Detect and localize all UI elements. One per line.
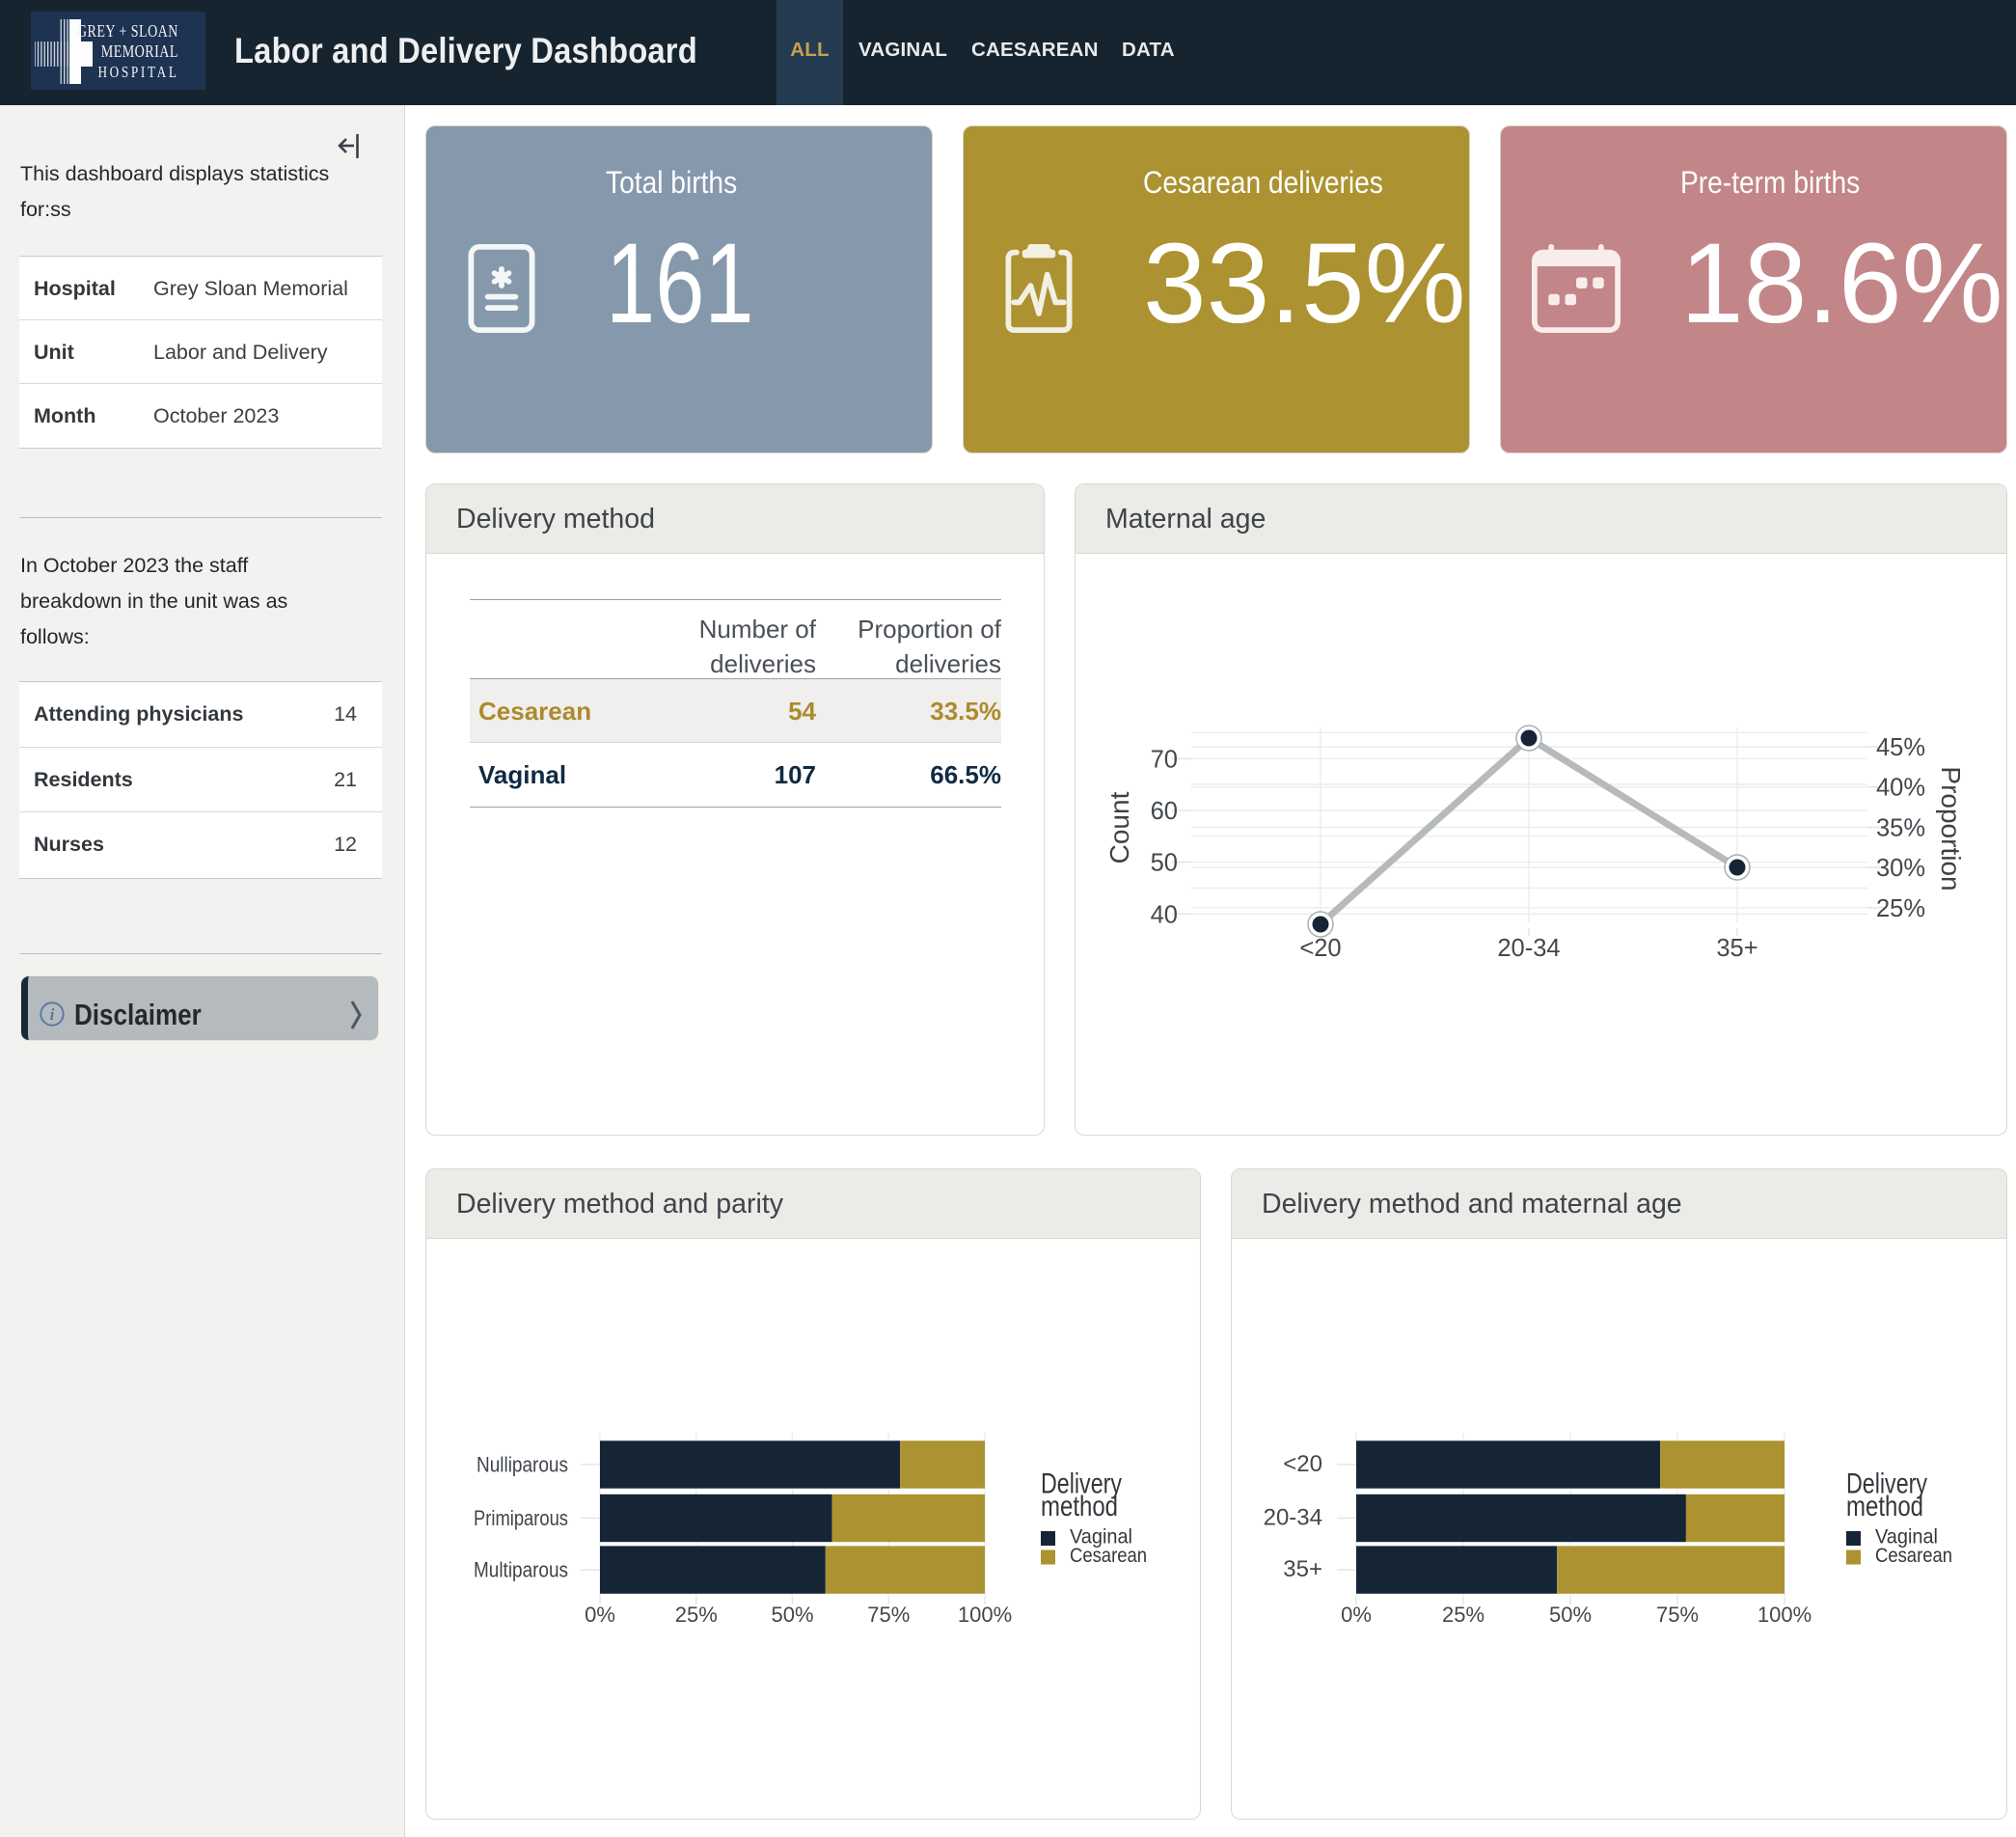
svg-text:Delivery: Delivery: [1846, 1468, 1927, 1500]
svg-text:35+: 35+: [1283, 1556, 1322, 1582]
svg-text:20-34: 20-34: [1497, 935, 1560, 962]
svg-text:<20: <20: [1283, 1451, 1322, 1477]
svg-text:70: 70: [1151, 746, 1178, 773]
svg-text:100%: 100%: [958, 1603, 1012, 1627]
svg-text:method: method: [1041, 1491, 1118, 1522]
svg-text:method: method: [1846, 1491, 1923, 1522]
svg-text:Primiparous: Primiparous: [474, 1506, 568, 1530]
svg-text:40%: 40%: [1876, 775, 1925, 802]
svg-text:MEMORIAL: MEMORIAL: [101, 43, 178, 62]
svg-text:Cesarean: Cesarean: [1070, 1544, 1147, 1567]
svg-text:50%: 50%: [1549, 1603, 1592, 1627]
svg-text:100%: 100%: [1757, 1603, 1812, 1627]
svg-text:i: i: [50, 1005, 55, 1024]
svg-text:Delivery: Delivery: [1041, 1468, 1122, 1500]
svg-text:Proportion: Proportion: [1936, 766, 1966, 891]
svg-text:75%: 75%: [1656, 1603, 1699, 1627]
svg-text:Count: Count: [1104, 791, 1134, 864]
svg-text:Cesarean: Cesarean: [1875, 1544, 1952, 1567]
svg-text:50: 50: [1151, 850, 1178, 877]
svg-text:60: 60: [1151, 798, 1178, 825]
svg-text:GREY + SLOAN: GREY + SLOAN: [77, 23, 178, 41]
svg-text:40: 40: [1151, 901, 1178, 928]
svg-text:<20: <20: [1299, 935, 1341, 962]
svg-text:Multiparous: Multiparous: [474, 1558, 568, 1582]
svg-text:75%: 75%: [867, 1603, 910, 1627]
svg-text:0%: 0%: [1341, 1603, 1372, 1627]
svg-text:25%: 25%: [675, 1603, 718, 1627]
svg-text:25%: 25%: [1442, 1603, 1485, 1627]
svg-text:Nulliparous: Nulliparous: [477, 1453, 568, 1477]
svg-text:30%: 30%: [1876, 855, 1925, 882]
svg-text:Vaginal: Vaginal: [1070, 1525, 1132, 1549]
svg-text:35%: 35%: [1876, 814, 1925, 841]
svg-text:45%: 45%: [1876, 734, 1925, 761]
svg-text:Vaginal: Vaginal: [1875, 1525, 1938, 1549]
svg-text:0%: 0%: [585, 1603, 615, 1627]
svg-text:35+: 35+: [1716, 935, 1757, 962]
svg-text:HOSPITAL: HOSPITAL: [97, 64, 178, 82]
svg-text:20-34: 20-34: [1264, 1505, 1322, 1531]
svg-text:25%: 25%: [1876, 895, 1925, 922]
svg-text:50%: 50%: [771, 1603, 813, 1627]
